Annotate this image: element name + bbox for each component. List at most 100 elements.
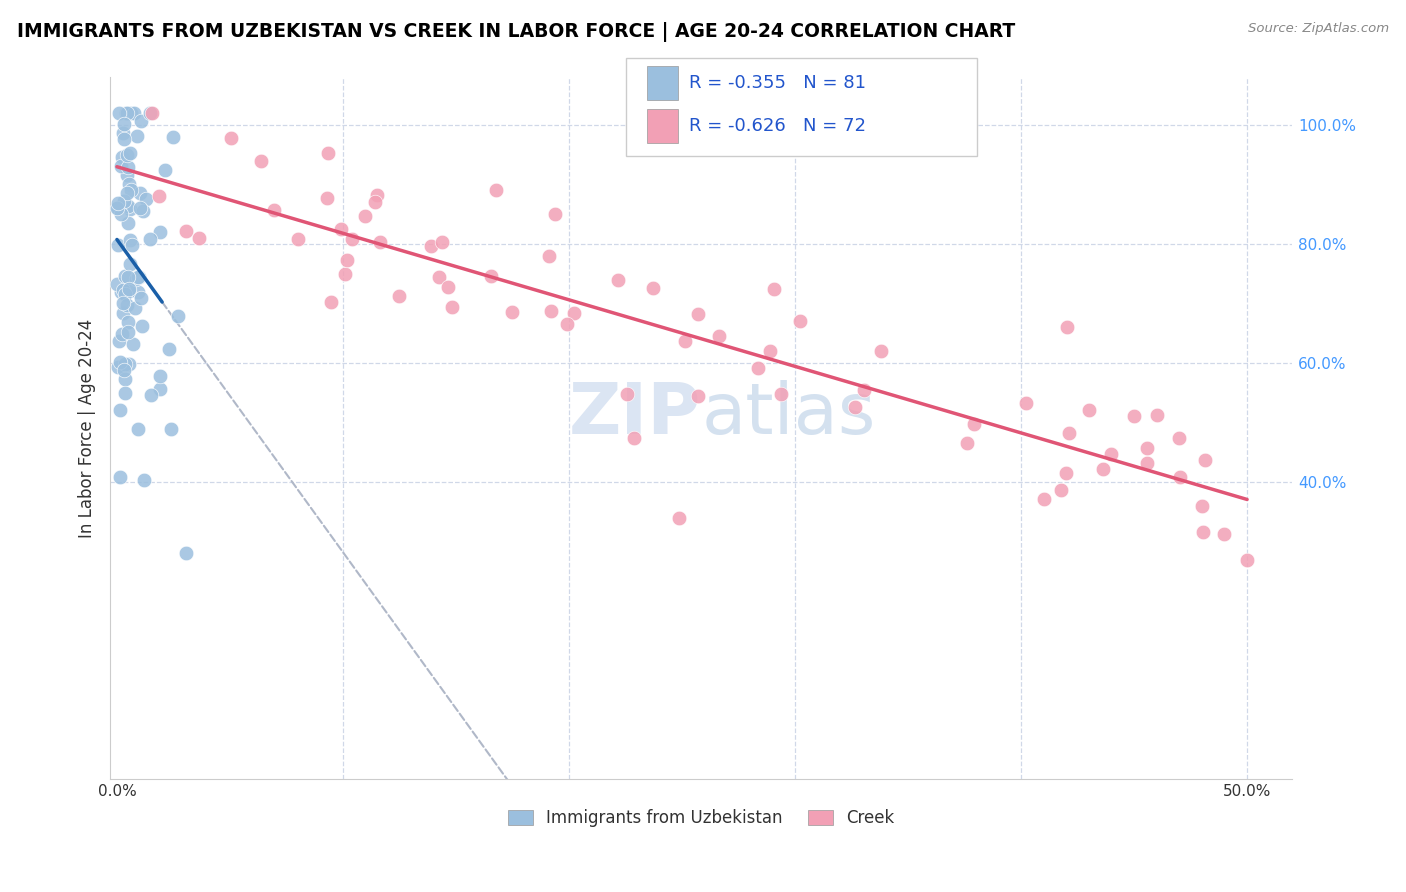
Point bbox=[762, 282, 785, 296]
Point bbox=[135, 192, 157, 206]
Point bbox=[1057, 426, 1080, 441]
Point bbox=[160, 422, 183, 436]
Point bbox=[759, 344, 782, 359]
Point bbox=[1213, 527, 1236, 541]
Point bbox=[342, 232, 364, 246]
Point bbox=[120, 183, 142, 197]
Point bbox=[114, 269, 136, 284]
Point bbox=[149, 369, 172, 384]
Text: ZIP: ZIP bbox=[569, 380, 702, 449]
Point bbox=[105, 277, 128, 291]
Point bbox=[112, 194, 135, 208]
Point bbox=[127, 270, 149, 285]
Point bbox=[1101, 447, 1123, 461]
Point bbox=[366, 187, 388, 202]
Point bbox=[354, 209, 377, 223]
Point bbox=[148, 189, 170, 203]
Point bbox=[1054, 467, 1077, 481]
Point bbox=[117, 315, 139, 329]
Point bbox=[707, 329, 730, 343]
Point bbox=[108, 106, 131, 120]
Point bbox=[129, 201, 152, 215]
Point bbox=[127, 422, 149, 436]
Point bbox=[110, 207, 132, 221]
Point bbox=[555, 317, 578, 331]
Point bbox=[174, 546, 197, 560]
Point bbox=[114, 385, 136, 400]
Point bbox=[117, 216, 139, 230]
Point bbox=[107, 196, 129, 211]
Point bbox=[107, 360, 129, 375]
Point bbox=[668, 511, 690, 525]
Point bbox=[747, 360, 769, 375]
Point bbox=[955, 435, 977, 450]
Point bbox=[120, 257, 142, 271]
Point bbox=[188, 231, 211, 245]
Point bbox=[430, 235, 453, 249]
Point bbox=[789, 314, 811, 328]
Point bbox=[263, 203, 285, 218]
Point bbox=[108, 469, 131, 483]
Point bbox=[115, 148, 138, 162]
Text: Source: ZipAtlas.com: Source: ZipAtlas.com bbox=[1249, 22, 1389, 36]
Point bbox=[1146, 408, 1168, 422]
Point bbox=[287, 232, 309, 246]
Point bbox=[427, 270, 450, 285]
Point bbox=[1077, 403, 1099, 417]
Point bbox=[388, 289, 411, 303]
Point bbox=[336, 252, 359, 267]
Point bbox=[149, 225, 172, 239]
Point bbox=[219, 130, 242, 145]
Point bbox=[129, 186, 152, 200]
Point bbox=[249, 153, 271, 168]
Point bbox=[120, 106, 142, 120]
Point bbox=[131, 113, 153, 128]
Point bbox=[125, 272, 148, 286]
Point bbox=[420, 239, 443, 253]
Point bbox=[125, 129, 148, 144]
Point bbox=[127, 285, 149, 299]
Point bbox=[770, 387, 793, 401]
Point bbox=[149, 383, 172, 397]
Point bbox=[441, 301, 464, 315]
Point bbox=[117, 269, 139, 284]
Point bbox=[118, 357, 141, 371]
Point bbox=[316, 146, 339, 161]
Y-axis label: In Labor Force | Age 20-24: In Labor Force | Age 20-24 bbox=[79, 318, 96, 538]
Point bbox=[1092, 462, 1115, 476]
Point bbox=[1168, 470, 1191, 484]
Point bbox=[108, 355, 131, 369]
Point bbox=[319, 294, 342, 309]
Point bbox=[107, 238, 129, 252]
Point bbox=[107, 334, 129, 349]
Point bbox=[485, 183, 508, 197]
Point bbox=[112, 118, 135, 132]
Point bbox=[1015, 396, 1038, 410]
Point bbox=[112, 363, 135, 377]
Point bbox=[114, 357, 136, 371]
Point bbox=[124, 301, 146, 316]
Point bbox=[157, 342, 180, 356]
Point bbox=[643, 280, 665, 294]
Point bbox=[174, 224, 197, 238]
Point bbox=[1236, 553, 1258, 567]
Point bbox=[111, 150, 134, 164]
Point bbox=[108, 403, 131, 417]
Point bbox=[869, 344, 891, 359]
Text: R = -0.626   N = 72: R = -0.626 N = 72 bbox=[689, 117, 866, 135]
Point bbox=[501, 305, 523, 319]
Point bbox=[1050, 483, 1073, 498]
Point bbox=[686, 388, 709, 402]
Point bbox=[118, 285, 141, 299]
Point bbox=[111, 284, 134, 298]
Point bbox=[131, 319, 153, 334]
Point bbox=[166, 309, 188, 323]
Point bbox=[1032, 491, 1054, 506]
Point bbox=[114, 287, 136, 301]
Point bbox=[112, 295, 135, 310]
Point bbox=[370, 235, 392, 249]
Point bbox=[686, 307, 709, 321]
Point bbox=[844, 400, 866, 414]
Point bbox=[1123, 409, 1146, 424]
Point bbox=[436, 280, 458, 294]
